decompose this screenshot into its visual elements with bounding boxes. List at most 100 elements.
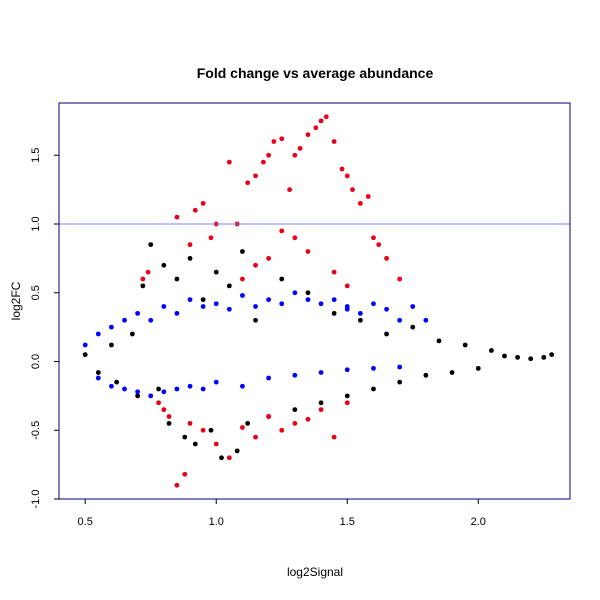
data-point-2 — [182, 471, 188, 477]
data-point-2 — [266, 414, 272, 419]
x-axis-label: log2Signal — [287, 565, 343, 579]
data-point-1 — [266, 375, 272, 381]
chart-title: Fold change vs average abundance — [197, 65, 434, 81]
data-point-2 — [292, 235, 298, 241]
data-point-2 — [156, 400, 161, 406]
data-point-1 — [305, 297, 311, 303]
data-point-1 — [279, 301, 285, 307]
data-point-2 — [187, 420, 193, 426]
data-point-0 — [174, 276, 180, 282]
data-point-0 — [462, 342, 468, 348]
data-point-1 — [213, 301, 219, 307]
data-point-0 — [182, 434, 188, 440]
data-point-2 — [331, 139, 337, 144]
y-axis: -1.0 -0.5 0.0 0.5 1.0 1.5 — [30, 148, 59, 509]
data-point-2 — [200, 427, 206, 433]
data-point-2 — [140, 276, 146, 282]
data-point-0 — [305, 290, 311, 296]
data-point-1 — [109, 324, 114, 330]
data-point-0 — [161, 262, 167, 268]
x-axis: 0.5 1.0 1.5 2.0 — [78, 499, 486, 528]
data-point-2 — [253, 262, 258, 268]
data-point-2 — [305, 132, 311, 138]
data-point-0 — [166, 420, 172, 426]
data-point-2 — [279, 427, 285, 433]
data-point-1 — [95, 375, 101, 381]
y-tick-label: 0.5 — [30, 285, 42, 300]
data-point-0 — [397, 379, 403, 385]
data-point-0 — [208, 427, 214, 433]
data-point-1 — [292, 290, 298, 296]
data-point-1 — [318, 370, 324, 375]
data-point-1 — [397, 317, 403, 323]
data-point-1 — [213, 379, 219, 385]
data-point-2 — [187, 242, 193, 248]
data-point-0 — [318, 400, 324, 406]
data-point-2 — [305, 416, 311, 422]
data-point-2 — [371, 235, 376, 241]
data-point-0 — [475, 365, 481, 371]
data-point-1 — [174, 310, 180, 316]
data-point-0 — [410, 324, 416, 330]
data-point-2 — [292, 420, 298, 426]
data-point-2 — [208, 235, 214, 241]
data-point-1 — [200, 304, 206, 309]
x-tick-label: 0.5 — [78, 516, 93, 528]
y-tick-label: 1.0 — [30, 216, 42, 231]
y-tick-label: -1.0 — [30, 490, 42, 509]
data-point-2 — [240, 276, 245, 282]
data-point-1 — [371, 365, 376, 371]
data-point-2 — [253, 434, 258, 440]
data-point-0 — [109, 342, 114, 348]
data-point-2 — [245, 180, 251, 186]
data-point-1 — [331, 297, 337, 303]
data-point-2 — [344, 173, 350, 179]
data-point-2 — [331, 434, 337, 440]
data-point-2 — [192, 207, 198, 213]
data-point-0 — [187, 255, 193, 261]
data-point-2 — [357, 200, 363, 206]
data-point-1 — [187, 383, 193, 389]
data-point-2 — [365, 194, 371, 199]
data-point-0 — [423, 372, 429, 378]
y-axis-label: log2FC — [9, 281, 23, 320]
plot-area — [58, 102, 571, 500]
data-point-2 — [318, 407, 324, 413]
data-point-1 — [344, 306, 350, 312]
data-point-1 — [135, 389, 141, 395]
data-point-1 — [109, 383, 114, 389]
data-point-0 — [148, 242, 154, 248]
data-point-1 — [423, 317, 429, 323]
data-point-2 — [200, 200, 206, 206]
data-point-2 — [253, 173, 258, 179]
data-point-1 — [371, 301, 376, 307]
data-point-0 — [371, 386, 376, 392]
data-point-0 — [240, 249, 245, 254]
data-point-0 — [331, 310, 337, 316]
y-tick-label: 0.0 — [30, 354, 42, 369]
data-point-2 — [350, 187, 355, 193]
data-point-1 — [200, 386, 206, 392]
data-point-2 — [266, 152, 272, 158]
data-point-2 — [397, 276, 403, 282]
data-point-0 — [528, 356, 534, 362]
data-point-2 — [331, 269, 337, 275]
data-point-0 — [436, 338, 442, 344]
data-point-1 — [344, 367, 350, 373]
data-point-2 — [292, 152, 298, 158]
data-point-2 — [344, 283, 350, 289]
data-point-2 — [313, 125, 319, 131]
data-point-1 — [82, 342, 88, 348]
data-point-2 — [240, 425, 245, 430]
plot-frame — [58, 102, 571, 500]
data-point-0 — [488, 348, 494, 353]
data-point-2 — [145, 269, 151, 275]
data-point-0 — [114, 379, 120, 385]
data-point-1 — [226, 306, 232, 312]
data-point-1 — [292, 372, 298, 378]
data-point-0 — [384, 331, 389, 337]
data-point-2 — [305, 249, 311, 254]
data-point-2 — [226, 455, 232, 461]
data-point-2 — [339, 166, 345, 172]
data-point-1 — [122, 317, 127, 323]
